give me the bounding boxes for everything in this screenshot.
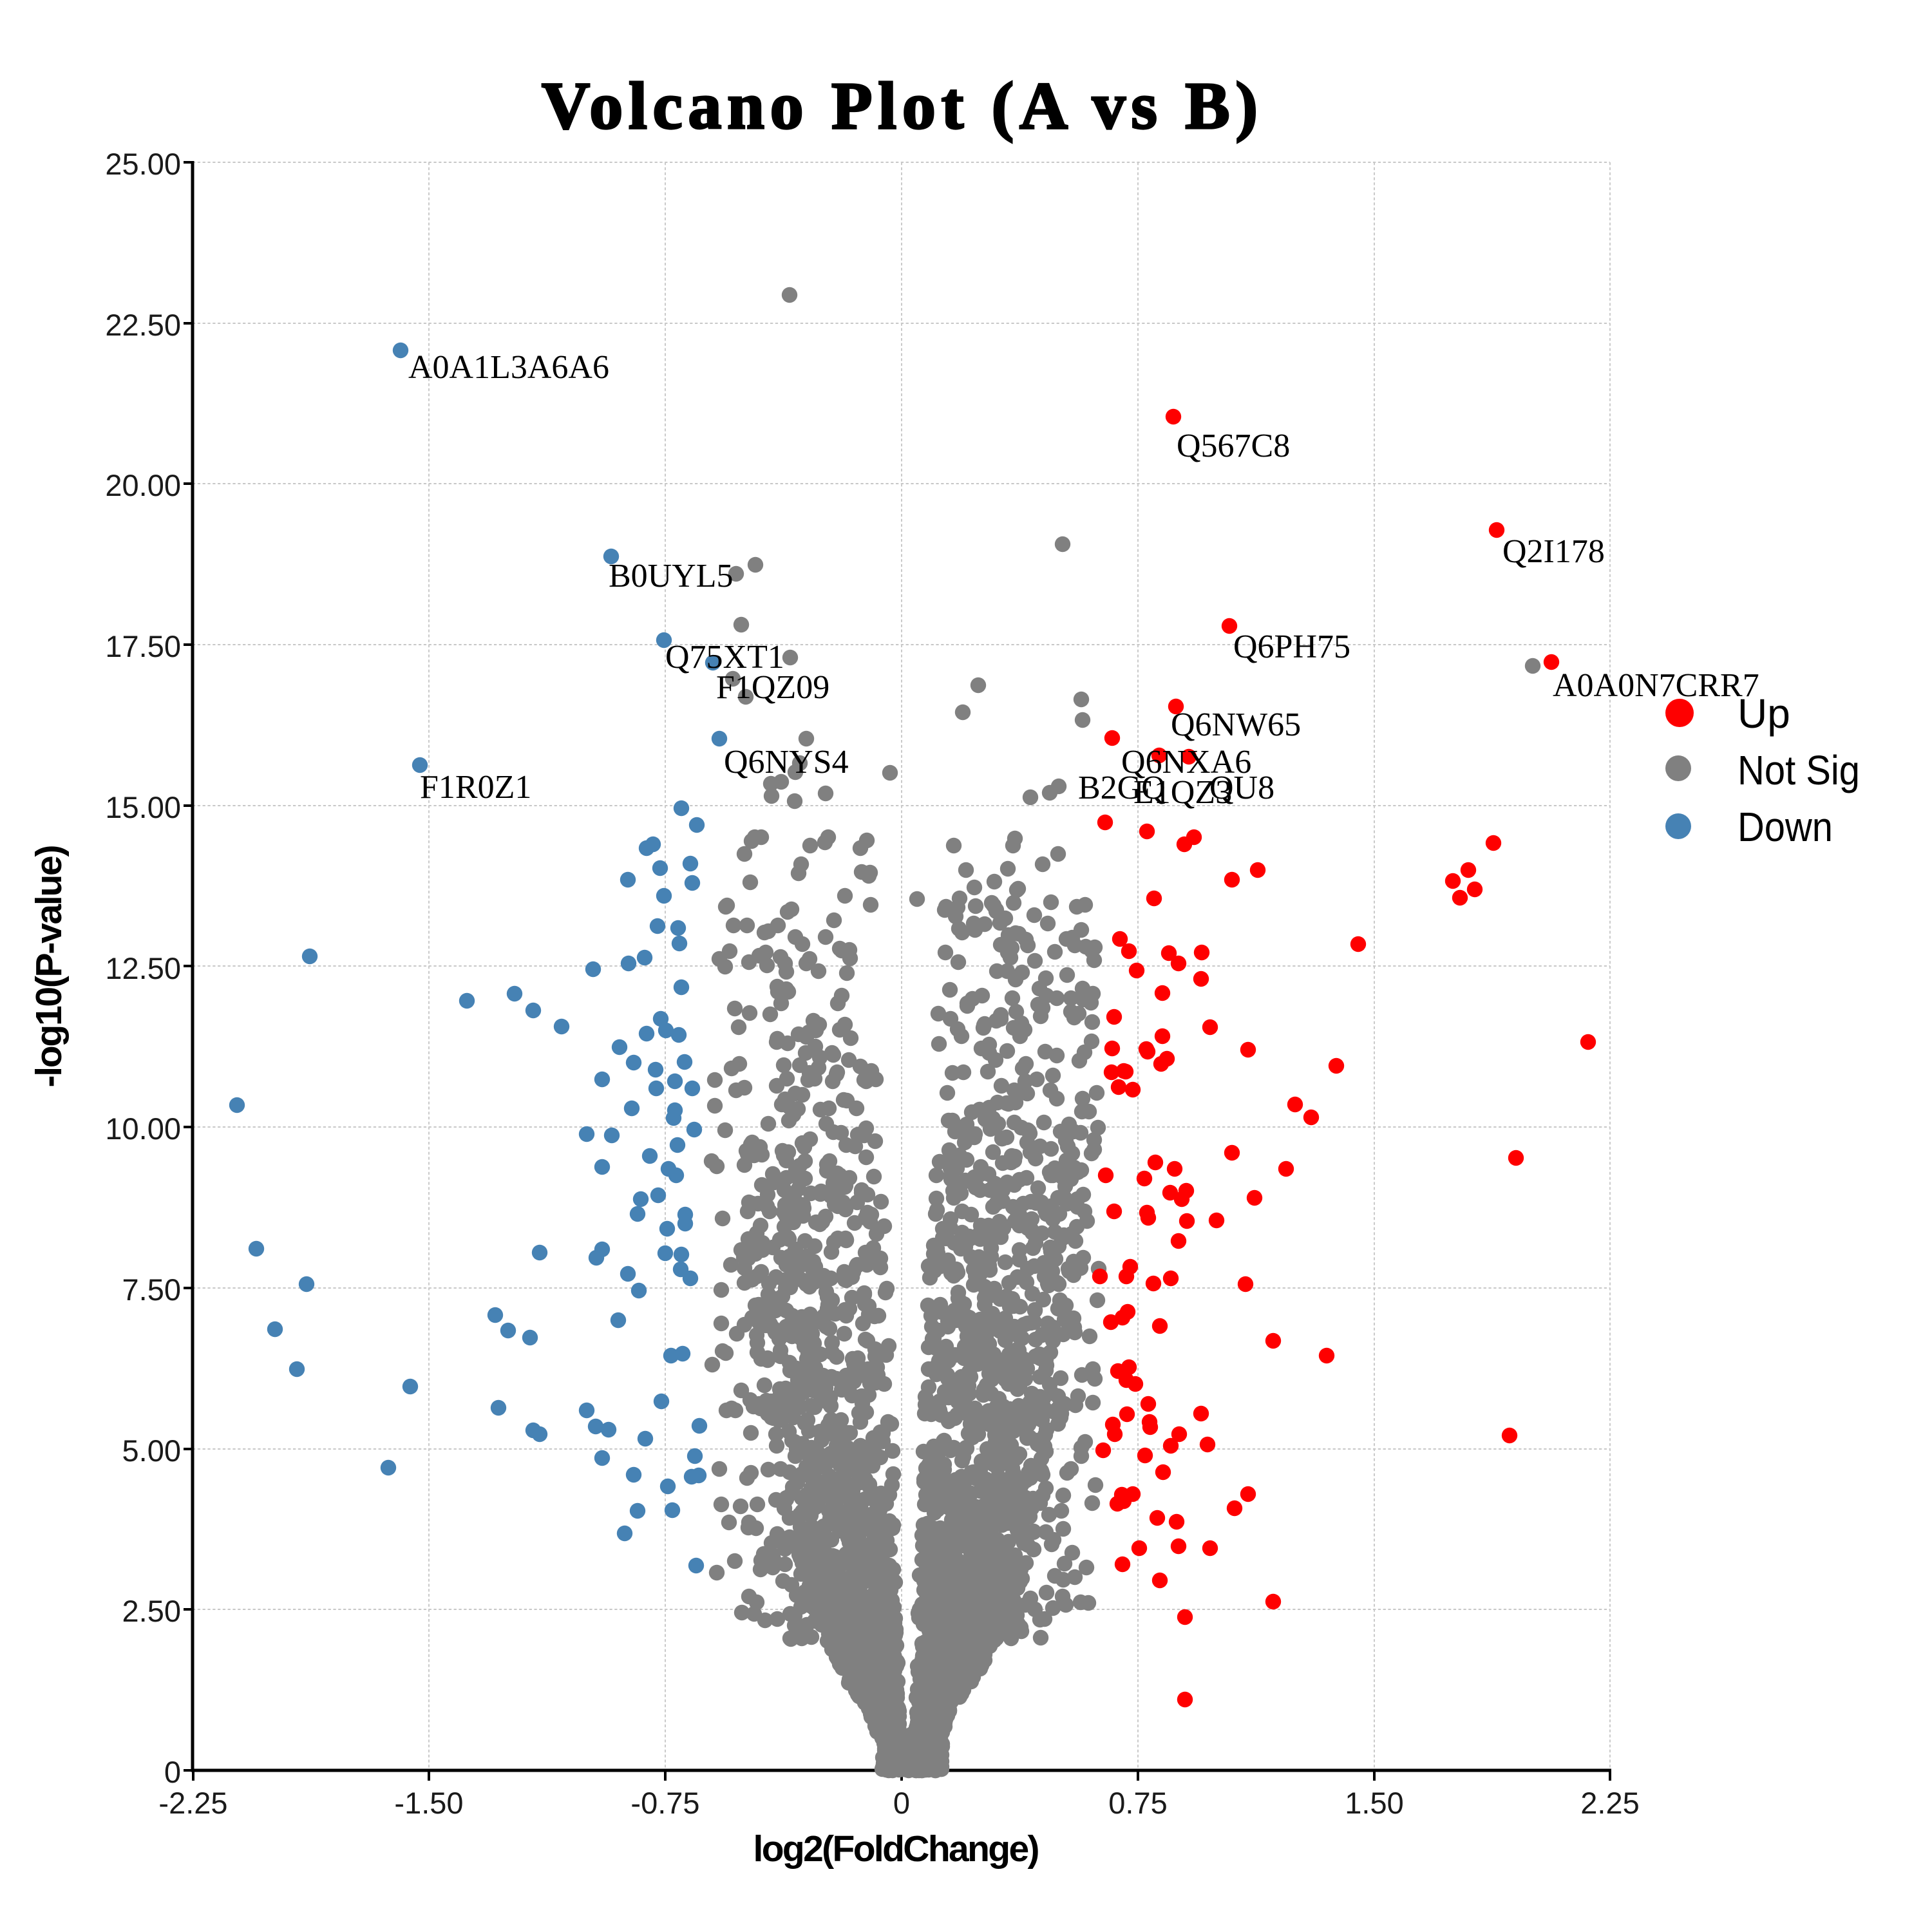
svg-text:A0A0N7CRR7: A0A0N7CRR7 xyxy=(1553,667,1759,704)
svg-text:0: 0 xyxy=(164,1755,181,1789)
svg-text:22.50: 22.50 xyxy=(105,308,181,342)
svg-text:5.00: 5.00 xyxy=(122,1434,181,1468)
svg-text:-0.75: -0.75 xyxy=(630,1786,699,1820)
svg-text:-2.25: -2.25 xyxy=(158,1786,227,1820)
svg-text:20.00: 20.00 xyxy=(105,468,181,502)
svg-text:-log10(P-value): -log10(P-value) xyxy=(28,845,70,1088)
svg-text:Q6NW65: Q6NW65 xyxy=(1171,706,1301,743)
svg-text:Q6NYS4: Q6NYS4 xyxy=(724,744,849,781)
svg-text:Q75XT1: Q75XT1 xyxy=(665,639,784,676)
svg-text:12.50: 12.50 xyxy=(105,951,181,985)
svg-text:2.50: 2.50 xyxy=(122,1594,181,1628)
svg-text:Down: Down xyxy=(1738,804,1833,850)
svg-text:B0UYL5: B0UYL5 xyxy=(609,558,734,594)
svg-text:E1QZ3: E1QZ3 xyxy=(1133,774,1232,811)
svg-text:Q6PH75: Q6PH75 xyxy=(1233,629,1350,665)
svg-text:2.25: 2.25 xyxy=(1580,1786,1639,1820)
svg-text:25.00: 25.00 xyxy=(105,147,181,181)
svg-text:Volcano Plot (A vs B): Volcano Plot (A vs B) xyxy=(542,69,1258,143)
svg-text:10.00: 10.00 xyxy=(105,1112,181,1146)
svg-text:log2(FoldChange): log2(FoldChange) xyxy=(753,1828,1040,1870)
svg-text:A0A1L3A6A6: A0A1L3A6A6 xyxy=(408,349,609,386)
svg-text:1.50: 1.50 xyxy=(1345,1786,1403,1820)
svg-text:17.50: 17.50 xyxy=(105,629,181,663)
svg-text:Up: Up xyxy=(1738,690,1790,737)
svg-text:-1.50: -1.50 xyxy=(394,1786,463,1820)
svg-text:F1QZ09: F1QZ09 xyxy=(716,669,829,706)
svg-text:Q6NXA6: Q6NXA6 xyxy=(1121,744,1251,781)
svg-text:QU8: QU8 xyxy=(1209,770,1274,806)
svg-text:7.50: 7.50 xyxy=(122,1273,181,1307)
svg-text:0.75: 0.75 xyxy=(1108,1786,1167,1820)
svg-text:15.00: 15.00 xyxy=(105,790,181,824)
svg-text:F1R0Z1: F1R0Z1 xyxy=(420,769,531,806)
svg-text:Q2I178: Q2I178 xyxy=(1502,533,1605,570)
svg-text:Q567C8: Q567C8 xyxy=(1177,428,1290,464)
svg-text:B2GQ: B2GQ xyxy=(1078,770,1166,806)
svg-text:Not Sig: Not Sig xyxy=(1738,747,1860,793)
svg-text:0: 0 xyxy=(893,1786,910,1820)
